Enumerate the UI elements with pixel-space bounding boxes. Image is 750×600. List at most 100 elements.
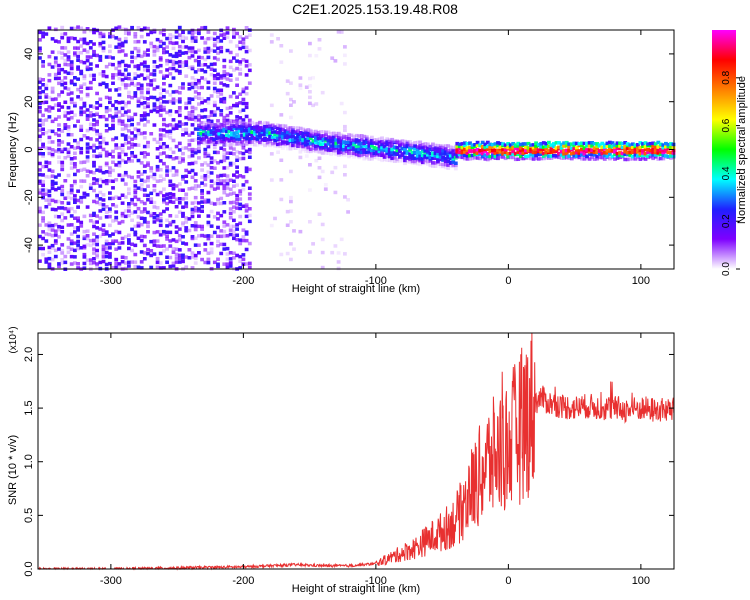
heatmap-cell bbox=[222, 58, 227, 63]
heatmap-cell bbox=[47, 202, 52, 206]
heatmap-cell bbox=[331, 144, 336, 148]
heatmap-cell bbox=[245, 139, 250, 143]
heatmap-cell bbox=[244, 92, 249, 96]
heatmap-cell bbox=[60, 140, 65, 144]
heatmap-cell bbox=[108, 114, 112, 118]
heatmap-cell bbox=[288, 138, 293, 143]
heatmap-cell bbox=[232, 200, 236, 205]
heatmap-cell bbox=[296, 144, 300, 148]
heatmap-cell bbox=[385, 149, 390, 153]
heatmap-cell bbox=[623, 147, 628, 151]
heatmap-cell bbox=[648, 152, 653, 156]
heatmap-cell bbox=[104, 210, 109, 214]
heatmap-cell bbox=[319, 145, 323, 149]
heatmap-cell bbox=[193, 236, 198, 240]
heatmap-cell bbox=[238, 40, 243, 44]
heatmap-cell bbox=[630, 145, 635, 149]
heatmap-cell bbox=[120, 27, 125, 31]
heatmap-cell bbox=[219, 39, 224, 43]
heatmap-cell bbox=[63, 206, 68, 211]
heatmap-cell bbox=[600, 148, 605, 152]
heatmap-cell bbox=[222, 234, 227, 238]
heatmap-cell bbox=[127, 202, 131, 206]
heatmap-cell bbox=[92, 123, 96, 127]
heatmap-cell bbox=[177, 248, 182, 252]
heatmap-cell bbox=[244, 105, 249, 110]
heatmap-cell bbox=[470, 145, 475, 149]
heatmap-cell bbox=[117, 173, 122, 177]
heatmap-cell bbox=[165, 207, 169, 211]
heatmap-cell bbox=[600, 141, 605, 146]
heatmap-cell bbox=[108, 207, 112, 211]
heatmap-cell bbox=[95, 154, 99, 159]
heatmap-cell bbox=[184, 115, 189, 120]
heatmap-cell bbox=[168, 183, 173, 187]
heatmap-cell bbox=[268, 134, 272, 138]
heatmap-cell bbox=[618, 146, 622, 151]
heatmap-cell bbox=[38, 128, 42, 132]
heatmap-cell bbox=[298, 150, 303, 154]
heatmap-cell bbox=[329, 140, 334, 144]
heatmap-cell bbox=[139, 54, 144, 59]
heatmap-cell bbox=[623, 157, 628, 162]
heatmap-cell bbox=[216, 197, 220, 202]
heatmap-cell bbox=[433, 148, 438, 152]
heatmap-cell bbox=[63, 53, 68, 57]
heatmap-cell bbox=[193, 160, 198, 165]
heatmap-cell bbox=[286, 127, 290, 131]
heatmap-cell bbox=[666, 154, 671, 159]
heatmap-cell bbox=[193, 115, 198, 120]
heatmap-cell bbox=[38, 123, 42, 128]
heatmap-cell bbox=[281, 127, 285, 132]
heatmap-cell bbox=[136, 132, 141, 136]
heatmap-cell bbox=[443, 159, 448, 164]
heatmap-cell bbox=[253, 122, 257, 126]
heatmap-cell bbox=[380, 145, 384, 150]
heatmap-cell bbox=[181, 241, 185, 245]
heatmap-cell bbox=[177, 109, 182, 113]
heatmap-cell bbox=[162, 50, 166, 55]
heatmap-cell bbox=[152, 95, 157, 100]
heatmap-cell bbox=[200, 96, 204, 101]
heatmap-cell bbox=[291, 143, 295, 148]
heatmap-cell bbox=[60, 90, 65, 94]
heatmap-cell bbox=[347, 140, 351, 145]
heatmap-cell bbox=[108, 32, 112, 36]
heatmap-cell bbox=[403, 139, 407, 144]
heatmap-cell bbox=[104, 117, 109, 122]
heatmap-cell bbox=[139, 178, 144, 182]
heatmap-cell bbox=[554, 149, 559, 154]
heatmap-cell bbox=[127, 260, 131, 265]
heatmap-cell bbox=[108, 96, 112, 100]
heatmap-cell bbox=[420, 145, 425, 150]
heatmap-cell bbox=[242, 129, 247, 133]
heatmap-cell bbox=[146, 230, 150, 234]
heatmap-cell bbox=[240, 140, 244, 144]
heatmap-cell bbox=[232, 147, 236, 151]
heatmap-cell bbox=[669, 156, 673, 160]
heatmap-cell bbox=[232, 68, 236, 72]
heatmap-cell bbox=[95, 200, 99, 205]
heatmap-cell bbox=[63, 70, 68, 74]
heatmap-cell bbox=[219, 146, 224, 150]
heatmap-cell bbox=[165, 45, 169, 49]
heatmap-cell bbox=[79, 246, 84, 250]
heatmap-cell bbox=[455, 141, 460, 146]
heatmap-cell bbox=[50, 97, 55, 102]
heatmap-cell bbox=[377, 137, 382, 141]
heatmap-cell bbox=[207, 137, 211, 142]
heatmap-cell bbox=[199, 127, 204, 131]
heatmap-cell bbox=[120, 178, 125, 182]
heatmap-cell bbox=[291, 134, 295, 139]
heatmap-cell bbox=[441, 148, 445, 153]
heatmap-cell bbox=[38, 191, 42, 195]
heatmap-cell bbox=[268, 127, 272, 132]
heatmap-cell bbox=[559, 146, 564, 150]
heatmap-cell bbox=[127, 72, 131, 76]
heatmap-cell bbox=[76, 50, 80, 55]
heatmap-cell bbox=[311, 242, 315, 246]
heatmap-cell bbox=[238, 101, 243, 105]
heatmap-cell bbox=[212, 37, 217, 42]
heatmap-cell bbox=[139, 118, 144, 122]
heatmap-cell bbox=[104, 150, 109, 155]
